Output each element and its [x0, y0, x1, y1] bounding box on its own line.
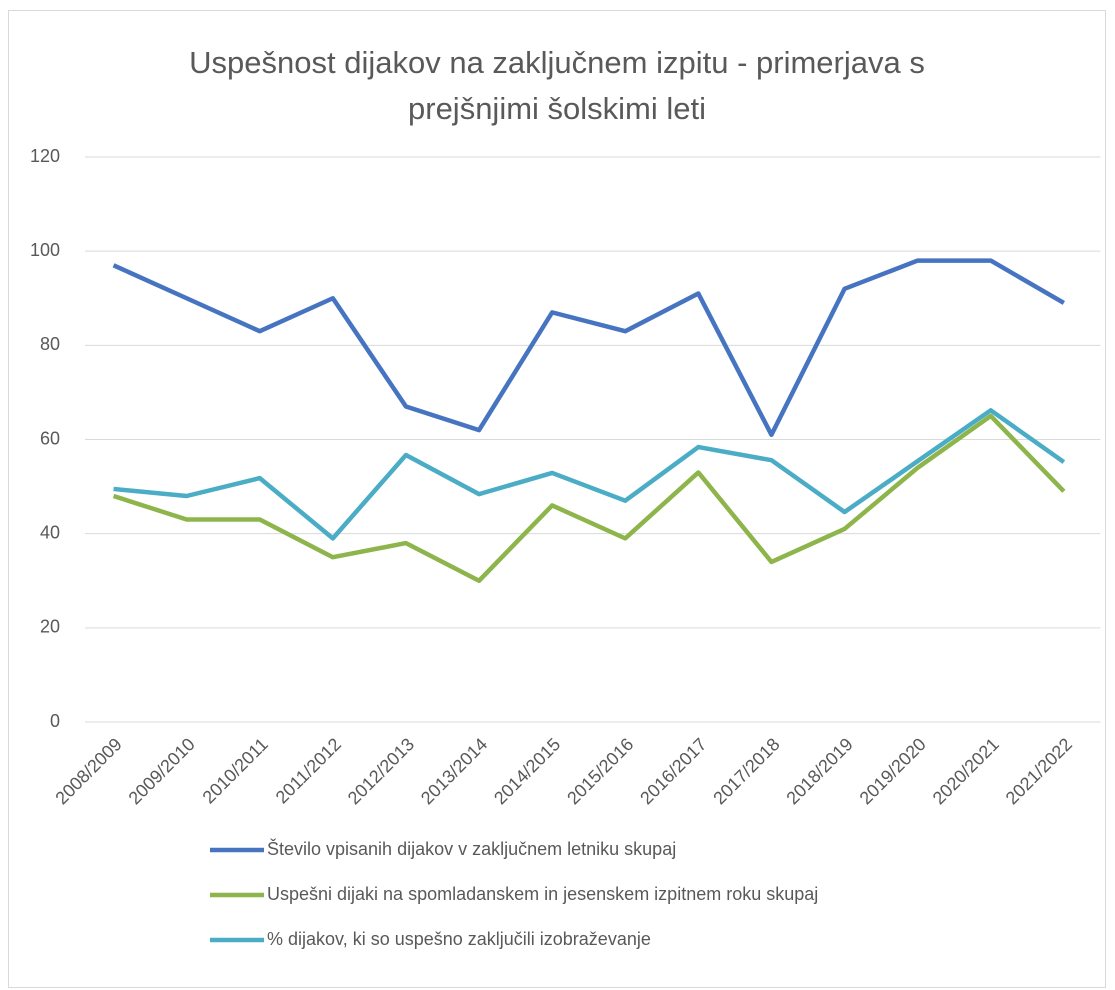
y-tick-label: 100: [30, 240, 60, 260]
x-tick-label: 2021/2022: [1002, 734, 1076, 808]
y-tick-label: 20: [40, 617, 60, 637]
y-tick-label: 120: [30, 146, 60, 166]
x-tick-label: 2010/2011: [199, 734, 272, 807]
x-tick-label: 2008/2009: [51, 734, 125, 808]
x-tick-label: 2013/2014: [417, 734, 491, 808]
y-tick-label: 40: [40, 522, 60, 542]
x-tick-label: 2017/2018: [709, 734, 783, 808]
x-tick-label: 2016/2017: [636, 734, 710, 808]
legend-label: % dijakov, ki so uspešno zaključili izob…: [267, 929, 651, 949]
line-series: [112, 413, 1066, 583]
x-tick-label: 2012/2013: [344, 734, 418, 808]
x-tick-label: 2019/2020: [856, 734, 930, 808]
x-tick-label: 2015/2016: [563, 734, 637, 808]
x-tick-label: 2011/2012: [272, 734, 345, 807]
x-tick-label: 2018/2019: [782, 734, 856, 808]
x-tick-label: 2014/2015: [490, 734, 564, 808]
chart-title: Uspešnost dijakov na zaključnem izpitu -…: [189, 45, 925, 126]
x-tick-label: 2009/2010: [125, 734, 199, 808]
legend-label: Število vpisanih dijakov v zaključnem le…: [267, 838, 676, 859]
x-tick-label: 2020/2021: [929, 734, 1003, 808]
y-tick-label: 0: [50, 711, 60, 731]
chart-frame: [8, 10, 1106, 988]
line-series: [113, 408, 1066, 541]
y-tick-label: 60: [40, 428, 60, 448]
legend-label: Uspešni dijaki na spomladanskem in jesen…: [267, 884, 818, 904]
y-tick-label: 80: [40, 334, 60, 354]
line-series: [112, 258, 1065, 438]
